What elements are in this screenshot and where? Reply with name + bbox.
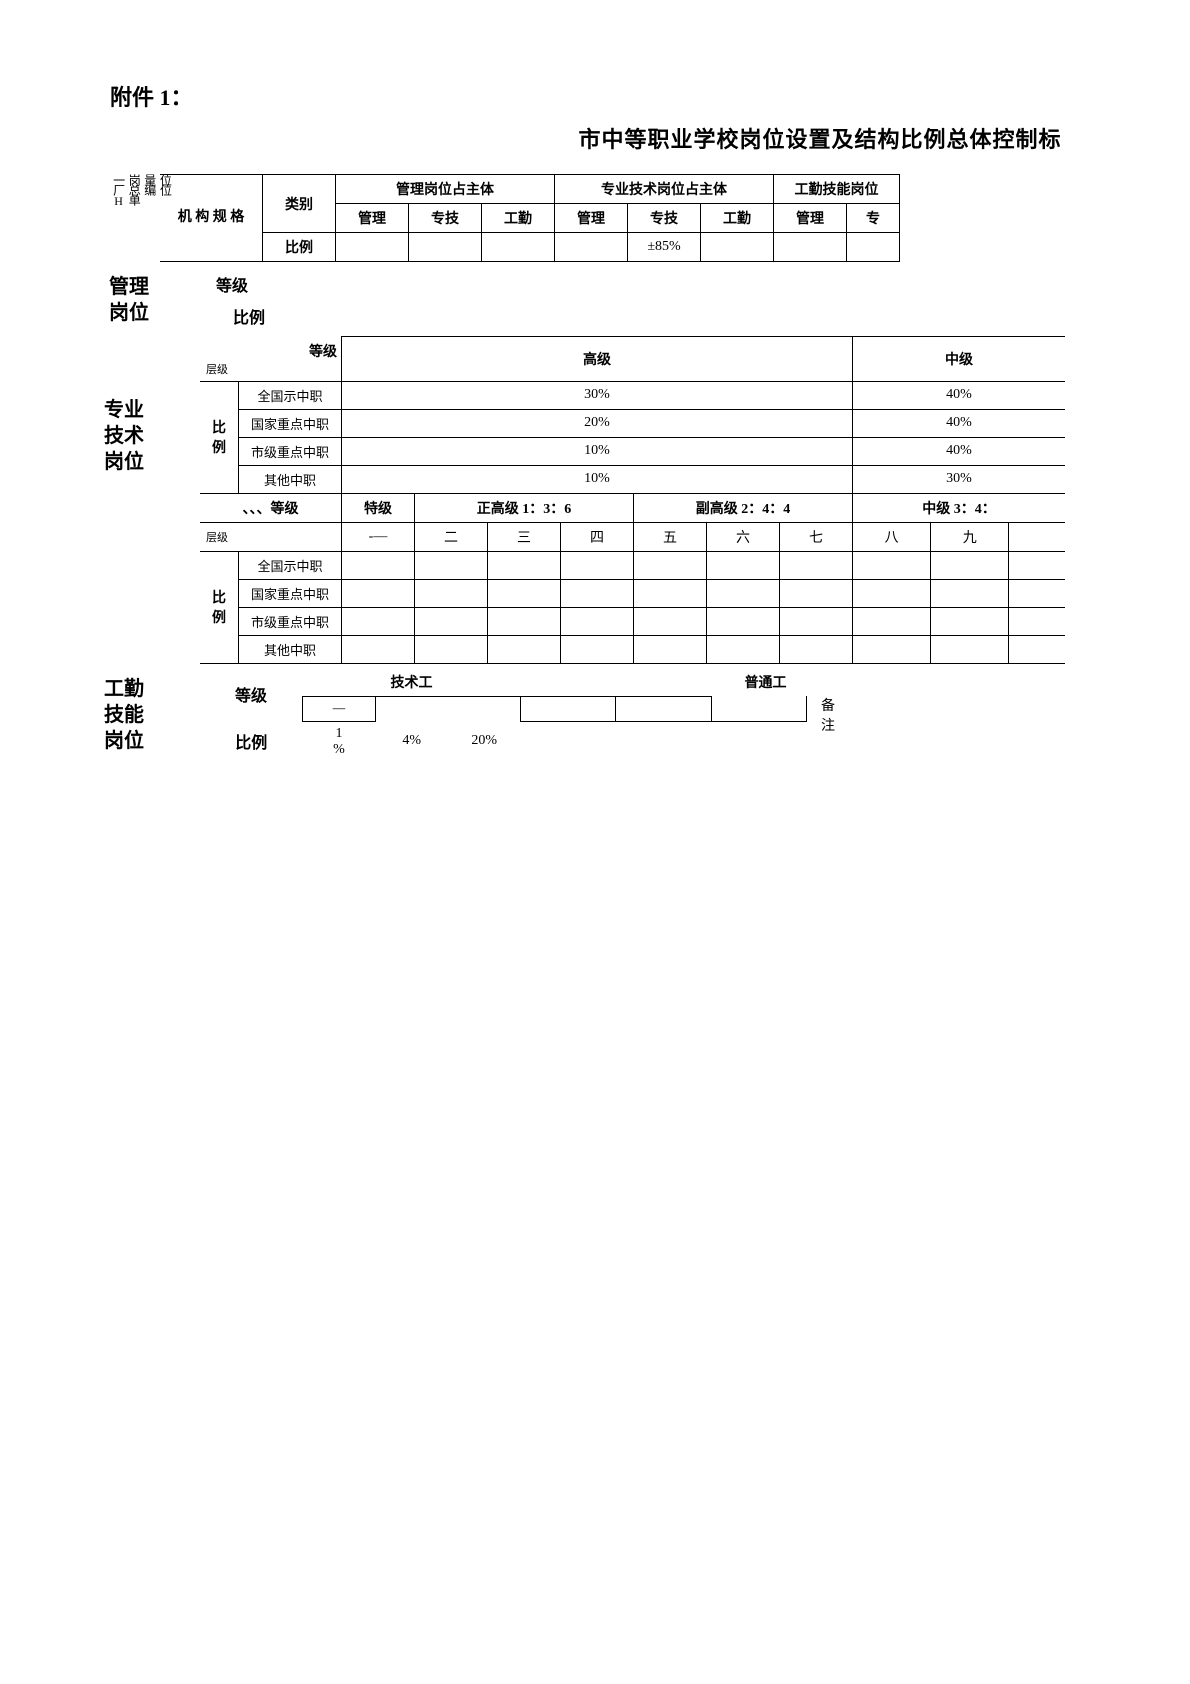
sub-mgmt2: 管理 <box>555 204 628 233</box>
sub-mgmt3: 管理 <box>774 204 847 233</box>
work-ratio: 比例 <box>200 721 303 762</box>
num-2: 四 <box>561 522 634 551</box>
num-3: 五 <box>634 522 707 551</box>
empty-cell <box>701 233 774 262</box>
v1: 1 % <box>303 721 376 762</box>
empty-cell <box>616 696 711 721</box>
sub-tech: 专技 <box>409 204 482 233</box>
mid-3: 30% <box>853 465 1066 493</box>
prof-section: 专业 技术 岗位 等级 层级 高级 中级 比 例 全国示中职 30% 40% 国… <box>160 336 1065 664</box>
empty-cell <box>482 233 555 262</box>
mgmt-label: 管理 岗位 <box>104 268 154 332</box>
school2-row-2: 市级重点中职 <box>239 607 342 635</box>
empty-cell <box>555 233 628 262</box>
grade-high: 高级 <box>342 337 853 382</box>
org-rowhead: 机 构 规 格 <box>160 175 263 262</box>
ratio-rowhead-2: 比 例 <box>200 551 239 663</box>
school-row-1: 国家重点中职 <box>239 409 342 437</box>
work-label: 工勤 技能 岗位 <box>104 668 144 762</box>
num-5: 七 <box>780 522 853 551</box>
work-level: 等级 <box>200 668 303 722</box>
high-2: 10% <box>342 437 853 465</box>
prof-level-header: 等级 层级 <box>200 337 342 382</box>
v2: 4% <box>376 721 449 762</box>
prof-tier-text: 层级 <box>206 361 228 377</box>
header-table: 机 构 规 格 类别 管理岗位占主体 专业技术岗位占主体 工勤技能岗位 管理 专… <box>160 174 900 262</box>
mid-0: 40% <box>853 381 1066 409</box>
num-6: 八 <box>853 522 931 551</box>
school-row-3: 其他中职 <box>239 465 342 493</box>
empty-cell <box>448 696 521 721</box>
empty-cell <box>376 696 449 721</box>
empty-cell <box>774 233 847 262</box>
group-tech: 专业技术岗位占主体 <box>555 175 774 204</box>
attachment-label: 附件 1： <box>110 80 1190 112</box>
sub-work: 工勤 <box>482 204 555 233</box>
mid-2: 40% <box>853 437 1066 465</box>
dash-cell: — <box>303 696 376 721</box>
prof-label: 专业 技术 岗位 <box>104 337 144 664</box>
high-3: 10% <box>342 465 853 493</box>
empty-cell <box>711 696 806 721</box>
num-0: 二 <box>415 522 488 551</box>
tech-worker: 技术工 <box>303 668 521 697</box>
empty-cell <box>847 233 900 262</box>
senior-assoc: 副高级 2：4：4 <box>634 493 853 522</box>
common-worker: 普通工 <box>521 668 807 697</box>
group-mgmt: 管理岗位占主体 <box>336 175 555 204</box>
category-cell: 类别 <box>263 175 336 233</box>
ratio-cell: 比例 <box>263 233 336 262</box>
num-blank <box>1009 522 1065 551</box>
senior-full: 正高级 1：3：6 <box>415 493 634 522</box>
num-7: 九 <box>931 522 1009 551</box>
mid-1: 40% <box>853 409 1066 437</box>
group-work: 工勤技能岗位 <box>774 175 900 204</box>
ratio-rowhead: 比 例 <box>200 381 239 493</box>
mgmt-level: 等级 <box>210 268 288 300</box>
num-dash: -— <box>342 522 415 551</box>
school-row-0: 全国示中职 <box>239 381 342 409</box>
note-cell: 备 注 <box>807 668 850 762</box>
sub-tech3: 专 <box>847 204 900 233</box>
mgmt-section: 管理 岗位 等级 比例 <box>160 268 288 332</box>
v3: 20% <box>448 721 521 762</box>
val-tech2: ±85% <box>628 233 701 262</box>
high-1: 20% <box>342 409 853 437</box>
high-0: 30% <box>342 381 853 409</box>
prof-level-text: 等级 <box>309 345 337 360</box>
num-4: 六 <box>707 522 780 551</box>
school2-row-0: 全国示中职 <box>239 551 342 579</box>
mgmt-ratio: 比例 <box>210 300 288 332</box>
sub-mgmt: 管理 <box>336 204 409 233</box>
sub-work2: 工勤 <box>701 204 774 233</box>
empty-cell <box>409 233 482 262</box>
work-section: 工勤 技能 岗位 等级 技术工 普通工 备 注 — 比例 1 % 4% 20% <box>160 668 849 762</box>
school-row-2: 市级重点中职 <box>239 437 342 465</box>
sub-tech2: 专技 <box>628 204 701 233</box>
sub-level: 、、、等级 <box>200 493 342 522</box>
num-1: 三 <box>488 522 561 551</box>
tier-header-2: 层级 <box>200 522 342 551</box>
mid-ratio: 中级 3：4： <box>853 493 1066 522</box>
document-title: 市中等职业学校岗位设置及结构比例总体控制标 <box>340 122 1190 154</box>
empty-cell <box>336 233 409 262</box>
school2-row-1: 国家重点中职 <box>239 579 342 607</box>
school2-row-3: 其他中职 <box>239 635 342 663</box>
grade-mid: 中级 <box>853 337 1066 382</box>
special-cell: 特级 <box>342 493 415 522</box>
empty-cell <box>521 696 616 721</box>
